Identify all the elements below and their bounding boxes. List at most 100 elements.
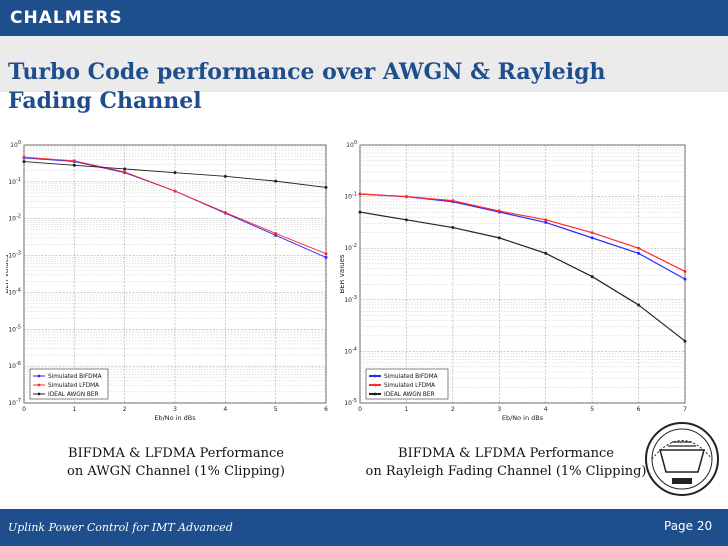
data-point (274, 231, 278, 235)
footer-bar (0, 509, 728, 546)
legend-marker (37, 392, 41, 396)
footer-text: Uplink Power Control for IMT Advanced (8, 521, 233, 534)
data-point (637, 303, 641, 307)
y-tick-label: 10-1 (8, 177, 21, 186)
brand-logo-text: CHALMERS (10, 8, 123, 28)
page-number: 20 (696, 519, 713, 533)
data-point (590, 231, 594, 235)
data-point (274, 179, 278, 183)
data-point (404, 218, 408, 222)
legend-marker (37, 374, 41, 378)
x-tick-label: 0 (358, 406, 362, 413)
data-point (324, 185, 328, 189)
data-point (683, 269, 687, 273)
y-tick-label: 10-3 (344, 295, 357, 304)
data-point (497, 236, 501, 240)
y-tick-label: 10-1 (344, 192, 357, 201)
legend-label: IDEAL AWGN BER (384, 392, 435, 398)
awgn-chart: 100 10-1 10-2 10-3 10-4 10-5 10-6 10-7 0 1 2 3 4 5 6 Eb… (6, 140, 336, 425)
y-tick-label: 10-3 (8, 251, 21, 260)
y-tick-label: 100 (346, 140, 357, 149)
data-point (123, 167, 127, 171)
x-tick-label: 7 (683, 406, 687, 413)
x-tick-label: 1 (405, 406, 409, 413)
rayleigh-chart-svg: 100 10-1 10-2 10-3 10-4 10-50 1 2 3 4 5 6 7 Eb/No in … (340, 140, 687, 422)
data-point (451, 199, 455, 203)
data-point (451, 226, 455, 230)
data-point (22, 155, 26, 159)
data-point (223, 210, 227, 214)
legend-marker (373, 392, 377, 396)
x-tick-label: 3 (497, 406, 501, 413)
data-point (637, 251, 641, 255)
rayleigh-chart: 100 10-1 10-2 10-3 10-4 10-5 0 1 2 3 4 5 6 7 Eb/No in … (340, 140, 695, 425)
data-point (72, 163, 76, 167)
data-point (22, 160, 26, 164)
x-axis-label: Eb/No in dBs (154, 414, 196, 422)
plot-area (359, 144, 686, 404)
y-axis-label: BER values (6, 254, 10, 293)
legend-label: Simulated LFDMA (48, 383, 99, 389)
rayleigh-caption-line1: BIFDMA & LFDMA Performance (398, 446, 614, 461)
data-point (358, 210, 362, 214)
university-seal-icon (640, 420, 724, 502)
y-tick-label: 10-7 (8, 398, 21, 407)
y-tick-label: 10-2 (8, 214, 21, 223)
title-band (0, 36, 728, 92)
data-point (544, 251, 548, 255)
y-tick-label: 100 (10, 140, 21, 149)
x-axis-label: Eb/No in dBs (502, 414, 544, 422)
data-point (173, 189, 177, 193)
series-line (359, 193, 686, 272)
data-point (544, 220, 548, 224)
legend-label: Simulated BIFDMA (384, 374, 438, 380)
legend-label: Simulated BIFDMA (48, 374, 102, 380)
data-point (123, 170, 127, 174)
legend-label: Simulated LFDMA (384, 383, 435, 389)
y-tick-label: 10-6 (8, 361, 21, 370)
y-tick-label: 10-2 (344, 243, 357, 252)
x-tick-label: 0 (22, 406, 26, 413)
y-axis-label: BER values (340, 254, 346, 293)
legend-marker (373, 383, 377, 387)
awgn-chart-svg: 100 10-1 10-2 10-3 10-4 10-5 10-6 10-70 1 2 3 4 5 6 Eb… (6, 140, 328, 422)
y-tick-label: 10-5 (344, 398, 357, 407)
x-tick-label: 5 (590, 406, 594, 413)
x-tick-label: 3 (173, 406, 177, 413)
legend-marker (373, 374, 377, 378)
slide-title-text: Turbo Code performance over AWGN & Rayle… (8, 59, 606, 114)
data-point (637, 246, 641, 250)
data-point (358, 192, 362, 196)
data-point (324, 252, 328, 256)
data-point (590, 236, 594, 240)
x-tick-label: 6 (637, 406, 641, 413)
awgn-caption-line2: on AWGN Channel (1% Clipping) (67, 464, 285, 479)
slide-title: Turbo Code performance over AWGN & Rayle… (8, 58, 708, 116)
awgn-caption: BIFDMA & LFDMA Performance on AWGN Chann… (26, 445, 326, 481)
x-tick-label: 6 (324, 406, 328, 413)
y-tick-label: 10-4 (8, 287, 21, 296)
data-point (683, 339, 687, 343)
header-bar (0, 0, 728, 36)
page-label: Page (664, 519, 694, 533)
rayleigh-caption-line2: on Rayleigh Fading Channel (1% Clipping) (365, 464, 647, 479)
data-point (683, 277, 687, 281)
data-point (497, 209, 501, 213)
data-point (223, 174, 227, 178)
data-point (324, 255, 328, 259)
data-point (590, 275, 594, 279)
x-tick-label: 1 (72, 406, 76, 413)
data-point (404, 195, 408, 199)
rayleigh-caption: BIFDMA & LFDMA Performance on Rayleigh F… (356, 445, 656, 481)
x-tick-label: 4 (223, 406, 227, 413)
awgn-caption-line1: BIFDMA & LFDMA Performance (68, 446, 284, 461)
data-point (544, 218, 548, 222)
x-tick-label: 5 (274, 406, 278, 413)
legend-marker (37, 383, 41, 387)
data-point (72, 159, 76, 163)
page-indicator: Page 20 (664, 519, 712, 533)
x-tick-label: 2 (451, 406, 455, 413)
series-line (359, 211, 686, 342)
data-point (173, 171, 177, 175)
legend-label: IDEAL AWGN BER (48, 392, 99, 398)
